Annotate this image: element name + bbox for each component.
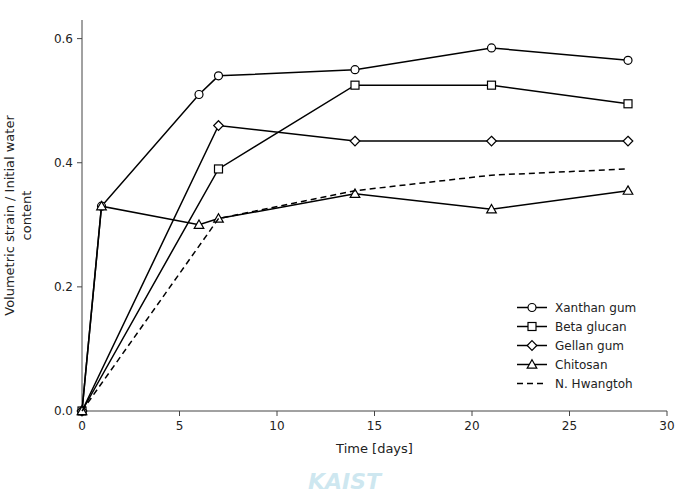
y-tick-label: 0.0 (54, 404, 73, 418)
series-line (82, 169, 628, 411)
series-line (82, 191, 628, 411)
watermark: KAIST (308, 469, 383, 494)
legend: Xanthan gum Beta glucan Gellan gum Chitosan… (517, 301, 636, 391)
point (97, 201, 107, 209)
point (623, 186, 633, 194)
x-tick (374, 411, 375, 416)
series (78, 44, 632, 415)
series-line (82, 85, 628, 411)
legend-label: Xanthan gum (555, 301, 636, 315)
point (98, 202, 106, 210)
x-tick-label: 15 (367, 419, 382, 433)
chart: 0 5 10 15 20 25 30 0.0 0.2 0.4 0.6 Time [days] Volum… (0, 0, 689, 499)
point (351, 66, 359, 74)
legend-marker (527, 341, 537, 351)
x-tick (277, 411, 278, 416)
series-line (82, 48, 628, 411)
point (214, 121, 224, 131)
point (487, 136, 497, 146)
plot-area (77, 44, 633, 416)
point (487, 204, 497, 212)
x-tick-label: 10 (269, 419, 284, 433)
series (77, 121, 633, 416)
point (215, 165, 223, 173)
y-tick (77, 38, 82, 39)
x-axis-label: Time [days] (335, 441, 413, 456)
legend-label: N. Hwangtoh (555, 377, 633, 391)
point (351, 81, 359, 89)
y-tick (77, 286, 82, 287)
y-tick-label: 0.6 (54, 32, 73, 46)
y-axis-line (82, 20, 83, 411)
legend-marker (528, 304, 536, 312)
series (82, 169, 628, 411)
series (78, 81, 632, 415)
point (194, 220, 204, 228)
axes: 0 5 10 15 20 25 30 0.0 0.2 0.4 0.6 (54, 20, 675, 433)
y-tick-label: 0.4 (54, 156, 73, 170)
point (215, 72, 223, 80)
x-tick (667, 411, 668, 416)
point (488, 81, 496, 89)
legend-label: Chitosan (555, 358, 608, 372)
point (624, 56, 632, 64)
legend-label: Beta glucan (555, 320, 627, 334)
x-tick-label: 30 (659, 419, 674, 433)
legend-marker (527, 360, 537, 368)
x-tick (472, 411, 473, 416)
x-tick-label: 5 (176, 419, 184, 433)
point (214, 214, 224, 222)
y-axis-label: Volumetric strain / Initial watercontent (2, 115, 34, 316)
legend-marker (528, 323, 536, 331)
point (195, 90, 203, 98)
y-tick (77, 162, 82, 163)
point (624, 100, 632, 108)
legend-swatch (517, 383, 547, 385)
x-tick-label: 20 (464, 419, 479, 433)
series-line (82, 126, 628, 411)
legend-label: Gellan gum (555, 339, 624, 353)
point (623, 136, 633, 146)
y-tick-label: 0.2 (54, 280, 73, 294)
x-tick (569, 411, 570, 416)
point (488, 44, 496, 52)
x-tick-label: 25 (562, 419, 577, 433)
x-tick-label: 0 (78, 419, 86, 433)
x-tick (179, 411, 180, 416)
point (350, 136, 360, 146)
